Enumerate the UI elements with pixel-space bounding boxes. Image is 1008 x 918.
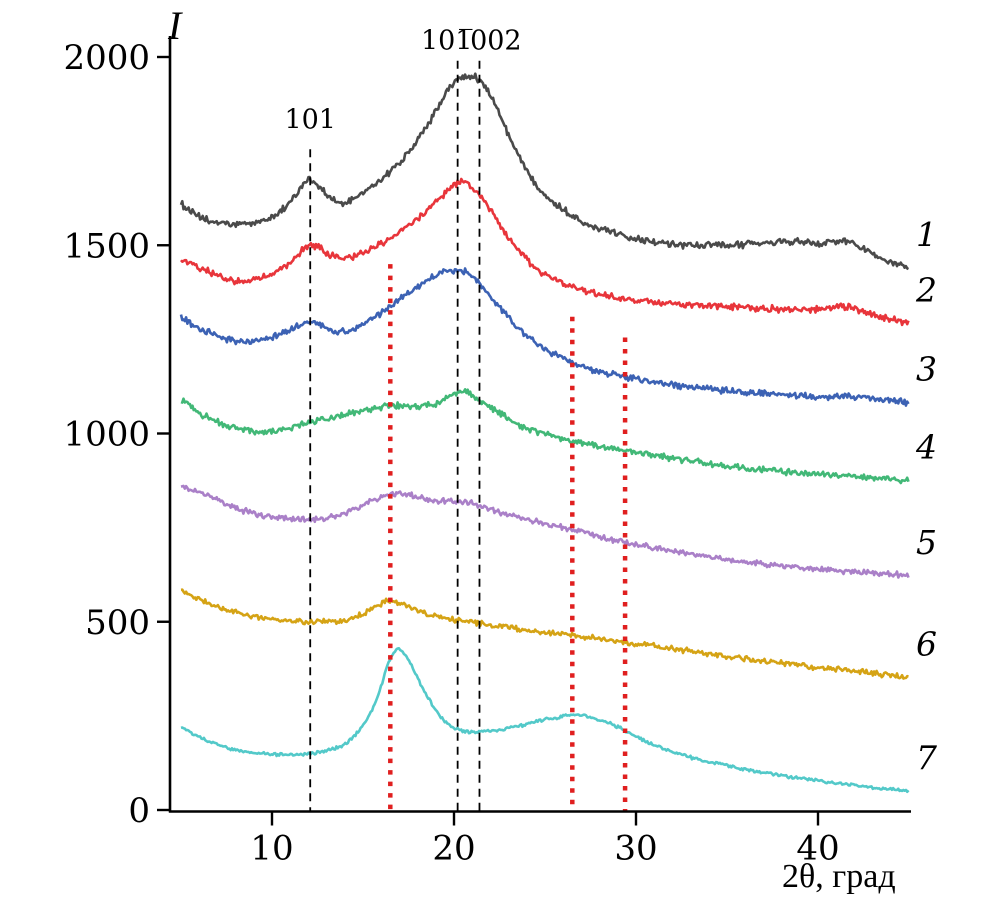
y-tick-label: 0 bbox=[128, 791, 150, 831]
series-label-3: 3 bbox=[916, 350, 937, 389]
series-label-4: 4 bbox=[915, 428, 937, 467]
y-tick-label: 1000 bbox=[63, 415, 150, 455]
series-label-6: 6 bbox=[916, 625, 937, 664]
x-tick-label: 40 bbox=[796, 829, 839, 869]
peak-label-2: 101̅ bbox=[421, 25, 473, 56]
series-line-4 bbox=[180, 388, 910, 485]
x-tick-label: 30 bbox=[614, 829, 657, 869]
y-axis-title: I bbox=[168, 3, 182, 48]
series-label-2: 2 bbox=[915, 271, 937, 310]
y-tick-label: 500 bbox=[85, 603, 150, 643]
series-line-2 bbox=[180, 177, 910, 327]
series-line-6 bbox=[180, 588, 909, 680]
series-label-5: 5 bbox=[916, 523, 937, 562]
peak-label-3: 002 bbox=[470, 25, 522, 56]
series-line-7 bbox=[180, 647, 910, 794]
y-tick-label: 1500 bbox=[63, 226, 150, 266]
series-line-5 bbox=[180, 484, 910, 579]
series-line-3 bbox=[179, 267, 910, 407]
y-tick-label: 2000 bbox=[63, 38, 150, 78]
x-axis-title: 2θ, град bbox=[782, 858, 896, 895]
x-tick-label: 20 bbox=[432, 829, 475, 869]
series-line-1 bbox=[179, 72, 910, 271]
series-label-1: 1 bbox=[916, 215, 937, 254]
series-label-7: 7 bbox=[916, 738, 937, 777]
peak-label-1: 101 bbox=[284, 105, 336, 136]
x-tick-label: 10 bbox=[250, 829, 293, 869]
